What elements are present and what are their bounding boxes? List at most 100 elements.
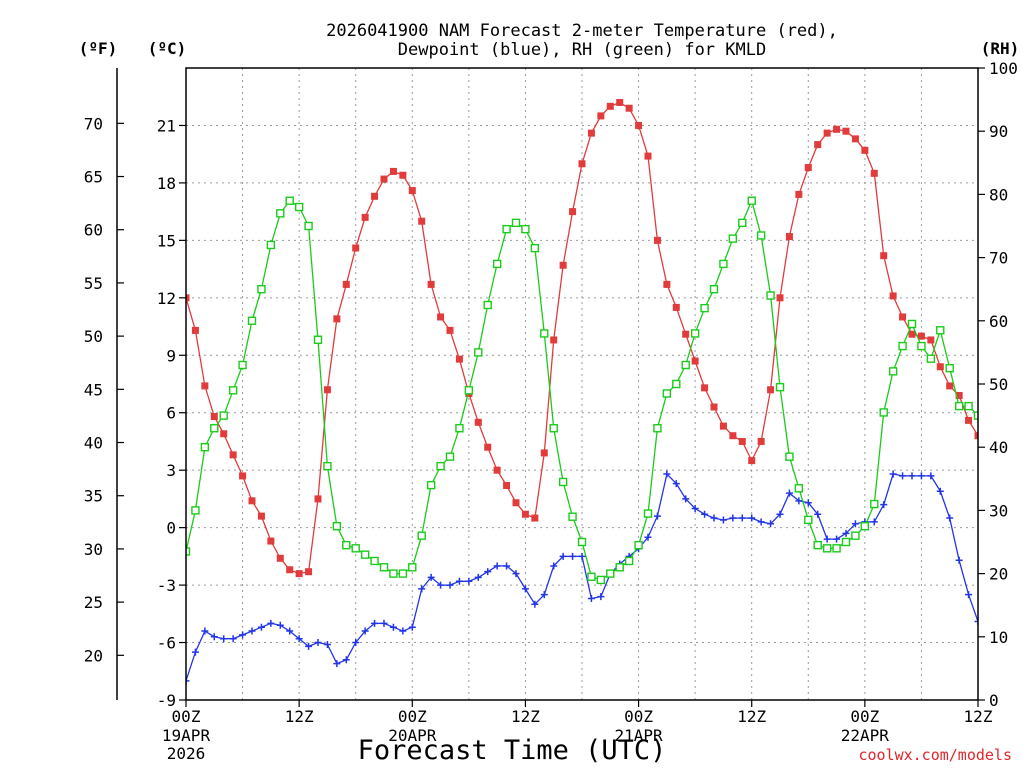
- temperature-point: [701, 384, 709, 392]
- dewpoint-point: [210, 633, 218, 641]
- x-tick-label: 12Z: [511, 707, 540, 726]
- fahrenheit-tick-label: 30: [84, 540, 103, 559]
- dewpoint-point: [229, 635, 237, 643]
- dewpoint-point: [804, 499, 812, 507]
- rh-point: [313, 335, 323, 344]
- rh-point: [634, 540, 643, 550]
- rh-point: [945, 364, 954, 373]
- rh-point: [210, 424, 219, 433]
- rh-point: [294, 202, 304, 212]
- rh-point: [577, 537, 587, 547]
- dewpoint-point: [465, 577, 473, 585]
- temperature-point: [889, 292, 897, 300]
- rh-point: [360, 550, 370, 559]
- temperature-point: [569, 208, 577, 216]
- temperature-point: [305, 568, 313, 576]
- temperature-point: [446, 326, 454, 334]
- rh-point: [615, 563, 624, 572]
- fahrenheit-tick-label: 40: [84, 434, 103, 453]
- fahrenheit-tick-label: 25: [84, 593, 103, 612]
- temperature-point: [851, 135, 859, 143]
- celsius-tick-label: 18: [157, 174, 176, 193]
- rh-point: [191, 506, 200, 515]
- rh-point: [822, 544, 832, 553]
- celsius-tick-label: 0: [166, 519, 176, 538]
- temperature-point: [323, 386, 331, 394]
- fahrenheit-tick-label: 70: [84, 114, 103, 133]
- rh-point: [379, 563, 389, 572]
- rh-point: [860, 522, 870, 531]
- rh-tick-label: 10: [989, 628, 1008, 647]
- dewpoint-point: [427, 573, 435, 581]
- dewpoint-point: [352, 639, 360, 647]
- temperature-point: [239, 472, 247, 480]
- temperature-point: [295, 570, 303, 578]
- rh-point: [587, 572, 596, 581]
- credit-link[interactable]: coolwx.com/models: [858, 746, 1012, 764]
- celsius-tick-label: -9: [157, 691, 176, 710]
- dewpoint-point: [719, 516, 727, 524]
- rh-point: [398, 569, 408, 578]
- rh-point: [342, 540, 351, 550]
- rh-point: [766, 291, 775, 300]
- rh-point: [879, 408, 888, 417]
- temperature-point: [540, 449, 548, 457]
- dewpoint-point: [257, 623, 265, 631]
- dewpoint-point: [503, 562, 511, 570]
- temperature-point: [371, 192, 379, 200]
- rh-point: [445, 452, 455, 461]
- rh-point: [492, 259, 502, 269]
- temperature-point: [248, 497, 256, 505]
- dewpoint-point: [748, 514, 756, 522]
- dewpoint-point: [484, 568, 492, 576]
- temperature-point: [946, 382, 954, 390]
- dewpoint-line: [186, 472, 978, 682]
- dewpoint-point: [474, 573, 482, 581]
- dewpoint-point: [842, 529, 850, 537]
- x-tick-label: 00Z: [850, 707, 879, 726]
- rh-point: [700, 303, 709, 313]
- rh-point: [841, 537, 851, 547]
- temperature-point: [653, 236, 661, 244]
- rh-tick-label: 50: [989, 375, 1008, 394]
- temperature-point: [776, 294, 784, 302]
- temperature-point: [880, 252, 888, 260]
- x-tick-label: 12Z: [964, 707, 993, 726]
- dewpoint-point: [917, 472, 925, 480]
- dewpoint-point: [974, 617, 978, 625]
- temperature-point: [333, 315, 341, 323]
- rh-point: [332, 522, 342, 531]
- dewpoint-point: [540, 591, 548, 599]
- dewpoint-point: [550, 562, 558, 570]
- temperature-point: [965, 416, 973, 424]
- rh-point: [530, 243, 540, 253]
- rh-point: [719, 259, 728, 269]
- dewpoint-point: [418, 585, 426, 593]
- axes-layer: -9 -6 -3 0 3 6 9 12 15 18 21 20 25 30 35 40 45 50 55 60 65 70…: [84, 59, 1018, 763]
- dewpoint-point: [380, 619, 388, 627]
- dewpoint-point: [493, 562, 501, 570]
- dewpoint-point: [710, 514, 718, 522]
- dewpoint-point: [833, 535, 841, 543]
- dewpoint-point: [220, 635, 228, 643]
- dewpoint-point: [795, 497, 803, 505]
- dewpoint-point: [823, 535, 831, 543]
- x-tick-label: 12Z: [737, 707, 766, 726]
- rh-point: [455, 424, 464, 433]
- rh-point: [370, 556, 379, 566]
- temperature-point: [833, 125, 841, 133]
- dewpoint-point: [323, 640, 331, 648]
- temperature-point: [635, 121, 643, 129]
- temperature-point: [389, 167, 397, 175]
- dewpoint-point: [936, 487, 944, 495]
- temperature-point: [625, 104, 633, 112]
- rh-point: [304, 221, 313, 231]
- temperature-point: [342, 280, 350, 288]
- temperature-point: [691, 357, 699, 365]
- rh-tick-label: 100: [989, 59, 1018, 78]
- temperature-point: [418, 217, 426, 225]
- temperature-point: [587, 129, 595, 137]
- dewpoint-point: [946, 514, 954, 522]
- x-tick-label: 12Z: [285, 707, 314, 726]
- temperature-point: [719, 422, 727, 430]
